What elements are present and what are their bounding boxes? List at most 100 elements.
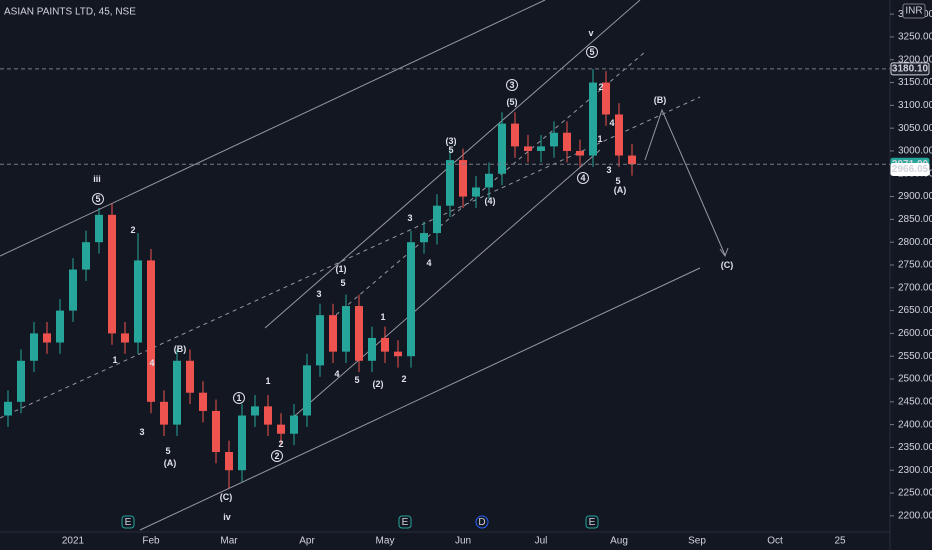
wave-circle xyxy=(577,172,589,184)
candle-body xyxy=(498,123,506,174)
candle-body xyxy=(628,155,636,165)
x-tick-label: Oct xyxy=(767,536,783,547)
wave-label: 2 xyxy=(401,374,406,384)
candle-body xyxy=(199,392,207,411)
candle-body xyxy=(576,150,584,156)
wave-label: 5 xyxy=(448,145,453,155)
wave-label: (A) xyxy=(614,185,627,195)
currency-label: INR xyxy=(905,6,922,17)
event-label: E xyxy=(589,517,596,528)
event-label: E xyxy=(402,517,409,528)
y-tick-label: 2900.00 xyxy=(898,191,932,202)
y-tick-label: 2850.00 xyxy=(898,214,932,225)
wave-label: (4) xyxy=(485,196,496,206)
x-tick-label: 25 xyxy=(834,536,846,547)
y-tick-label: 3000.00 xyxy=(898,146,932,157)
candle-body xyxy=(56,310,64,343)
candle-body xyxy=(472,187,480,197)
y-tick-label: 3050.00 xyxy=(898,123,932,134)
candle-body xyxy=(537,146,545,151)
wave-label: 2 xyxy=(274,451,279,461)
wave-label: 3 xyxy=(606,165,611,175)
wave-label: 5 xyxy=(340,278,345,288)
candle-body xyxy=(615,114,623,156)
event-marker xyxy=(585,515,599,529)
wave-label: 1 xyxy=(597,134,602,144)
y-tick-label: 3100.00 xyxy=(898,100,932,111)
candle-body xyxy=(69,269,77,311)
arrow-head xyxy=(719,247,729,258)
candle-body xyxy=(251,406,259,416)
wave-label: 5 xyxy=(165,446,170,456)
candle-body xyxy=(173,360,181,425)
y-tick-label: 3250.00 xyxy=(898,32,932,43)
candle-body xyxy=(290,415,298,434)
wave-label: 1 xyxy=(236,393,241,403)
y-tick-label: 2750.00 xyxy=(898,260,932,271)
wave-label: 1 xyxy=(265,376,270,386)
x-tick-label: Apr xyxy=(299,536,315,547)
candle-body xyxy=(82,242,90,270)
wave-circle xyxy=(233,392,245,404)
wave-label: (B) xyxy=(654,95,667,105)
candle-body xyxy=(589,82,597,156)
y-tick-label: 2200.00 xyxy=(898,510,932,521)
x-tick-label: Sep xyxy=(688,536,706,547)
x-tick-label: May xyxy=(376,536,395,547)
x-tick-label: Mar xyxy=(220,536,238,547)
candle-body xyxy=(277,424,285,434)
y-tick-label: 2650.00 xyxy=(898,305,932,316)
projection-arrow xyxy=(644,108,726,256)
wave-label: (C) xyxy=(220,492,233,502)
candle-body xyxy=(95,214,103,243)
wave-label: 2 xyxy=(278,439,283,449)
y-tick-label: 2350.00 xyxy=(898,442,932,453)
wave-label: 2 xyxy=(598,82,603,92)
x-tick-label: 2021 xyxy=(62,536,85,547)
wave-circle xyxy=(506,79,518,91)
wave-label: iii xyxy=(93,174,101,184)
wave-circle xyxy=(271,450,283,462)
wave-label: 4 xyxy=(580,173,585,183)
candle-body xyxy=(238,415,246,471)
price-label-box xyxy=(890,162,930,176)
candle-body xyxy=(446,160,454,206)
candle-body xyxy=(264,406,272,425)
price-label-box xyxy=(890,62,930,76)
candle-body xyxy=(342,306,350,352)
wave-label: 5 xyxy=(95,194,100,204)
candle-body xyxy=(147,260,155,402)
candle-body xyxy=(4,401,12,416)
trend-line xyxy=(139,267,701,531)
y-tick-label: 2800.00 xyxy=(898,237,932,248)
wave-label: (5) xyxy=(507,97,518,107)
candle-body xyxy=(485,173,493,188)
y-tick-label: 2450.00 xyxy=(898,396,932,407)
wave-label: 5 xyxy=(589,47,594,57)
candle-body xyxy=(30,333,38,361)
candle-body xyxy=(316,315,324,366)
candle-body xyxy=(550,132,558,147)
event-marker xyxy=(475,515,489,529)
event-marker xyxy=(121,515,135,529)
x-tick-label: Aug xyxy=(610,536,628,547)
wave-label: (1) xyxy=(336,264,347,274)
wave-label: 3 xyxy=(139,427,144,437)
wave-label: 3 xyxy=(316,289,321,299)
y-tick-label: 2300.00 xyxy=(898,465,932,476)
candle-body xyxy=(108,214,116,334)
price-label: 2966.05 xyxy=(892,164,929,175)
candle-body xyxy=(303,365,311,416)
y-tick-label: 3200.00 xyxy=(898,54,932,65)
candle-body xyxy=(511,123,519,147)
wave-label: (A) xyxy=(164,458,177,468)
candle-body xyxy=(43,333,51,343)
wave-circle xyxy=(586,46,598,58)
candle-body xyxy=(524,146,532,151)
candle-body xyxy=(420,233,428,243)
wave-label: 1 xyxy=(112,355,117,365)
event-marker xyxy=(398,515,412,529)
candle-body xyxy=(459,160,467,197)
wave-label: v xyxy=(588,28,593,38)
candle-body xyxy=(602,82,610,115)
